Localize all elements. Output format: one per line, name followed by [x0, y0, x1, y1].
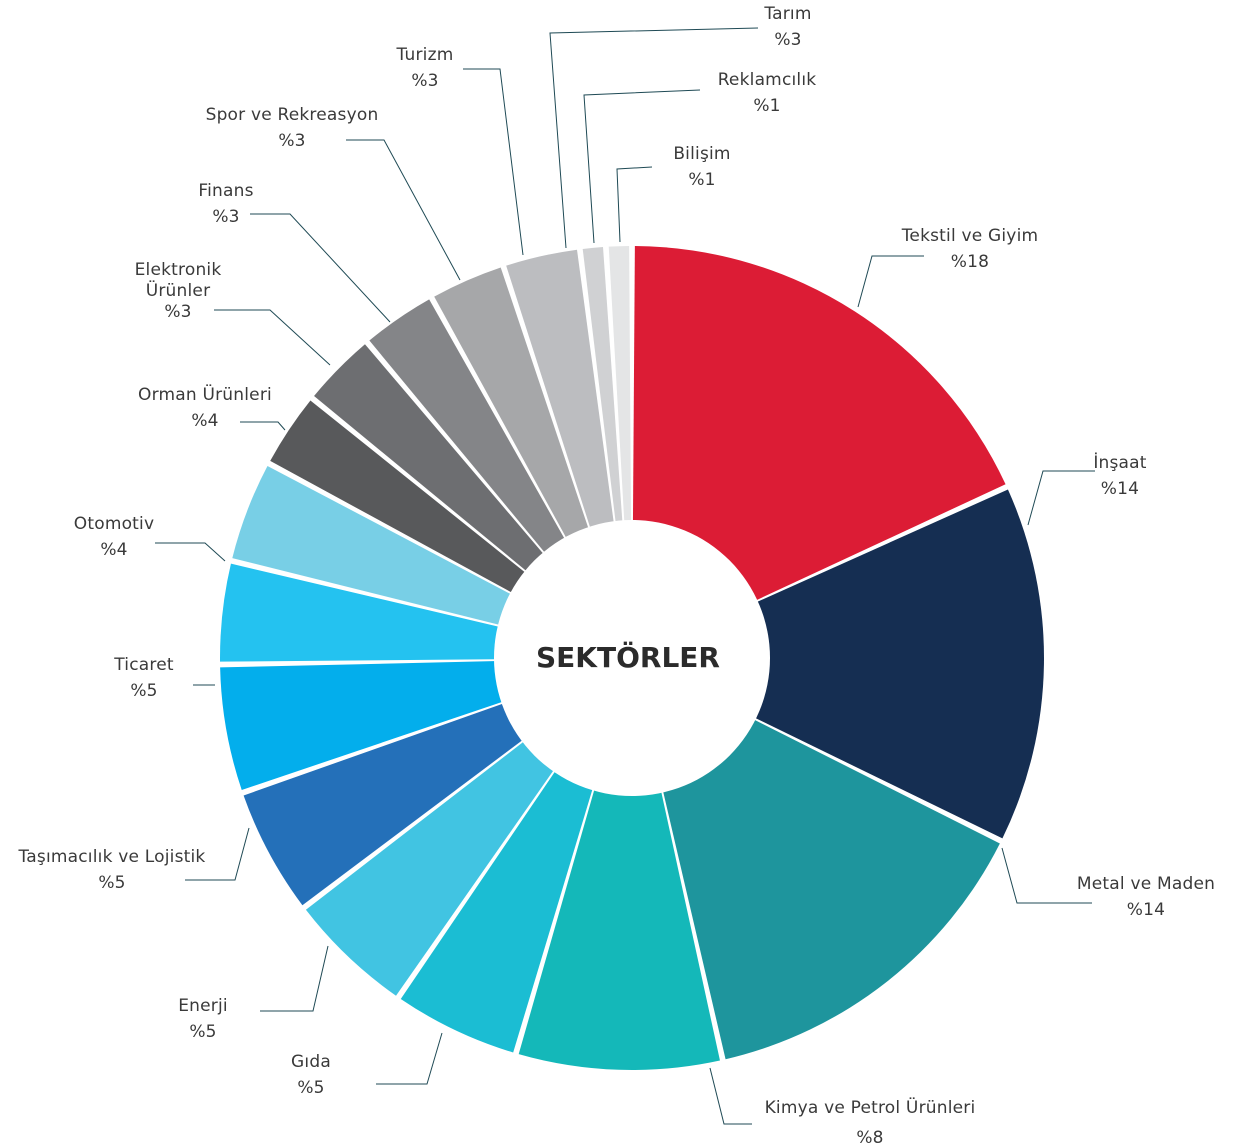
slice-label: Otomotiv [74, 514, 154, 534]
chart-title: SEKTÖRLER [536, 640, 720, 674]
leader-line [1001, 847, 1092, 904]
leader-line [549, 27, 759, 249]
slice-percent-label: %3 [164, 302, 191, 322]
slice-label: Ürünler [146, 279, 211, 301]
leader-line [260, 945, 329, 1012]
slice-label: Elektronik [135, 260, 222, 280]
slice-label: Bilişim [673, 144, 730, 164]
pie-slice [632, 246, 1006, 658]
slice-label: Tarım [763, 4, 811, 24]
slice-label: Metal ve Maden [1077, 874, 1215, 894]
slice-percent-label: %5 [98, 873, 125, 893]
slice-label: Tekstil ve Giyim [901, 226, 1039, 246]
slice-percent-label: %1 [753, 96, 780, 116]
pie-slice [632, 489, 1044, 839]
slice-label: Finans [198, 181, 253, 201]
donut-hole [494, 520, 770, 796]
slice-percent-label: %5 [130, 681, 157, 701]
slice-label: İnşaat [1093, 452, 1146, 473]
slice-percent-label: %1 [688, 170, 715, 190]
slice-percent-label: %5 [297, 1078, 324, 1098]
slice-percent-label: %14 [1127, 900, 1165, 920]
leader-line [709, 1067, 752, 1125]
slice-percent-label: %3 [411, 71, 438, 91]
slice-percent-label: %4 [191, 411, 218, 431]
leader-line [376, 1032, 443, 1085]
slice-label: Enerji [178, 996, 228, 1016]
slice-percent-label: %18 [951, 252, 989, 272]
slice-percent-label: %3 [774, 30, 801, 50]
slice-labels: Tekstil ve Giyim %18 İnşaat %14 Metal ve Mad… [18, 4, 1215, 1148]
slice-label: Orman Ürünleri [138, 383, 272, 405]
pie-slice [518, 658, 720, 1070]
leader-line [185, 827, 250, 881]
slice-percent-label: %14 [1101, 479, 1139, 499]
slice-percent-label: %5 [189, 1022, 216, 1042]
slice-percent-label: %3 [212, 207, 239, 227]
leader-line [155, 542, 226, 562]
leader-lines [155, 27, 1095, 1125]
leader-line [240, 421, 286, 431]
slice-label: Kimya ve Petrol Ürünleri [765, 1096, 976, 1118]
slice-label: Spor ve Rekreasyon [206, 105, 379, 125]
leader-line [616, 166, 653, 243]
slice-label: Ticaret [113, 655, 174, 675]
slice-percent-label: %3 [278, 131, 305, 151]
leader-line [214, 309, 331, 366]
slice-percent-label: %8 [856, 1128, 883, 1148]
slice-label: Gıda [291, 1052, 331, 1072]
slice-percent-label: %4 [100, 540, 127, 560]
leader-line [346, 139, 461, 281]
leader-line [583, 89, 701, 244]
leader-line [1027, 470, 1095, 526]
leader-line [463, 68, 524, 256]
leader-line [250, 213, 391, 323]
slice-label: Turizm [396, 45, 454, 65]
leader-line [857, 255, 924, 308]
slice-label: Taşımacılık ve Lojistik [18, 847, 206, 867]
slice-label: Reklamcılık [718, 70, 817, 90]
